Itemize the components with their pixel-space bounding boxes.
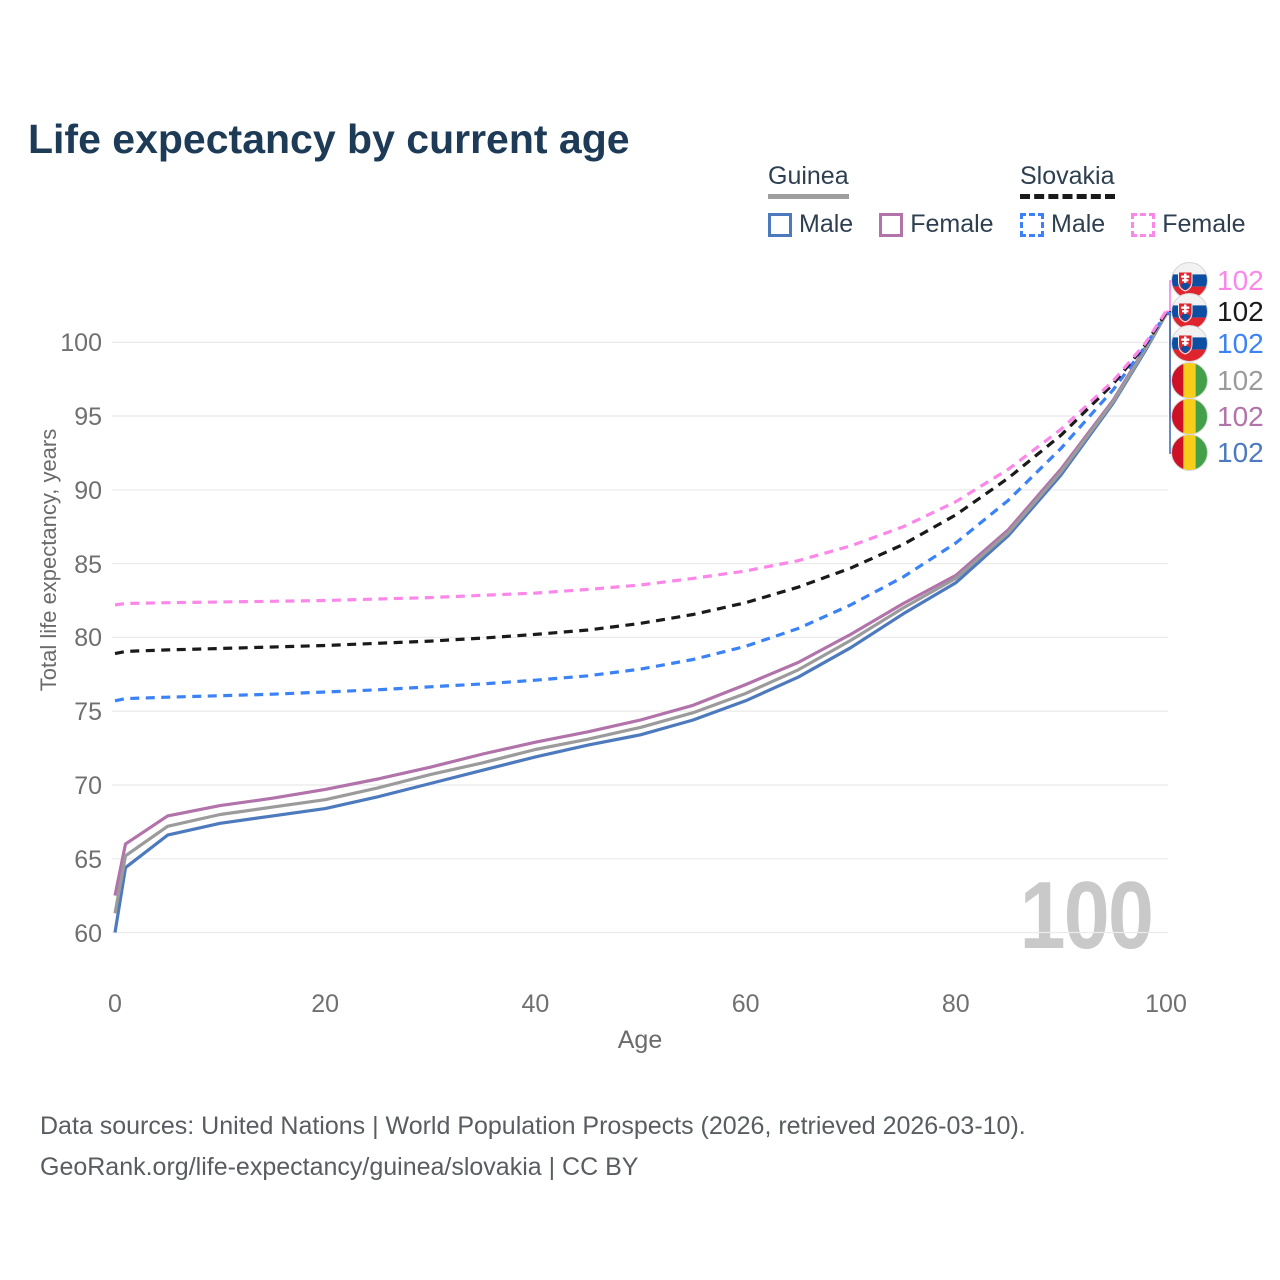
- end-value: 102: [1217, 364, 1264, 396]
- legend-label-guinea-male: Male: [799, 210, 854, 238]
- footer-attribution: GeoRank.org/life-expectancy/guinea/slova…: [40, 1153, 639, 1181]
- y-tick-label-65: 65: [74, 845, 102, 874]
- end-value: 102: [1217, 400, 1264, 432]
- footer-data-sources: Data sources: United Nations | World Pop…: [40, 1112, 1026, 1140]
- legend-group-slovakia: Slovakia Male Female: [1020, 162, 1246, 239]
- legend-country-guinea[interactable]: Guinea: [768, 162, 849, 199]
- series-line-slovakia_all[interactable]: [114, 311, 1168, 656]
- legend-item-slovakia-female[interactable]: Female: [1131, 210, 1246, 239]
- end-value: 102: [1217, 295, 1264, 327]
- end-label-guinea-all: 102: [1171, 362, 1264, 399]
- end-value: 102: [1217, 264, 1264, 296]
- y-tick-label-90: 90: [74, 476, 102, 505]
- y-tick-label-95: 95: [74, 403, 102, 432]
- legend-swatch-guinea-male[interactable]: [768, 212, 792, 237]
- x-tick-label-80: 80: [941, 990, 970, 1018]
- slovakia-flag-icon: [1171, 325, 1208, 362]
- end-value: 102: [1217, 436, 1264, 468]
- end-label-guinea-male: 102: [1171, 434, 1264, 471]
- series-line-guinea_female[interactable]: [113, 313, 1168, 896]
- guinea-flag-icon: [1171, 398, 1208, 435]
- x-tick-label-40: 40: [521, 990, 550, 1018]
- end-value: 102: [1217, 327, 1264, 359]
- y-tick-label-100: 100: [60, 329, 102, 358]
- series-line-slovakia_male[interactable]: [114, 311, 1168, 703]
- y-tick-label-80: 80: [74, 624, 102, 653]
- y-tick-label-85: 85: [74, 550, 102, 579]
- legend-label-guinea-female: Female: [910, 210, 994, 238]
- legend-group-guinea: Guinea Male Female: [768, 162, 994, 239]
- footer: Data sources: United Nations | World Pop…: [40, 1106, 1026, 1188]
- page-title: Life expectancy by current age: [28, 116, 630, 163]
- series-line-guinea_all[interactable]: [113, 313, 1168, 914]
- age-counter-watermark: 100: [1019, 862, 1153, 969]
- x-tick-label-0: 0: [108, 990, 122, 1018]
- x-axis-title: Age: [617, 1026, 663, 1054]
- legend-swatch-slovakia-female[interactable]: [1131, 212, 1156, 237]
- legend-label-slovakia-female: Female: [1162, 210, 1246, 238]
- legend-item-guinea-female[interactable]: Female: [879, 210, 994, 239]
- y-tick-label-75: 75: [74, 698, 102, 727]
- end-label-slovakia-male: 102: [1171, 325, 1264, 362]
- end-label-slovakia-all: 102: [1171, 293, 1264, 330]
- legend-item-slovakia-male[interactable]: Male: [1020, 210, 1105, 239]
- guinea-flag-icon: [1171, 434, 1208, 471]
- y-tick-label-60: 60: [74, 919, 102, 948]
- legend-swatch-slovakia-male[interactable]: [1020, 212, 1044, 237]
- series-line-guinea_male[interactable]: [113, 313, 1168, 933]
- x-tick-label-20: 20: [311, 990, 340, 1018]
- legend-label-slovakia-male: Male: [1051, 210, 1106, 238]
- legend-swatch-guinea-female[interactable]: [879, 212, 904, 237]
- x-tick-label-60: 60: [731, 990, 760, 1018]
- series-line-slovakia_female[interactable]: [114, 310, 1168, 607]
- x-tick-label-100: 100: [1145, 990, 1187, 1018]
- guinea-flag-icon: [1171, 362, 1208, 399]
- legend-item-guinea-male[interactable]: Male: [768, 210, 853, 239]
- legend-country-slovakia[interactable]: Slovakia: [1020, 162, 1115, 199]
- y-tick-label-70: 70: [74, 771, 102, 800]
- end-label-slovakia-female: 102: [1171, 262, 1264, 299]
- end-label-guinea-female: 102: [1171, 398, 1264, 435]
